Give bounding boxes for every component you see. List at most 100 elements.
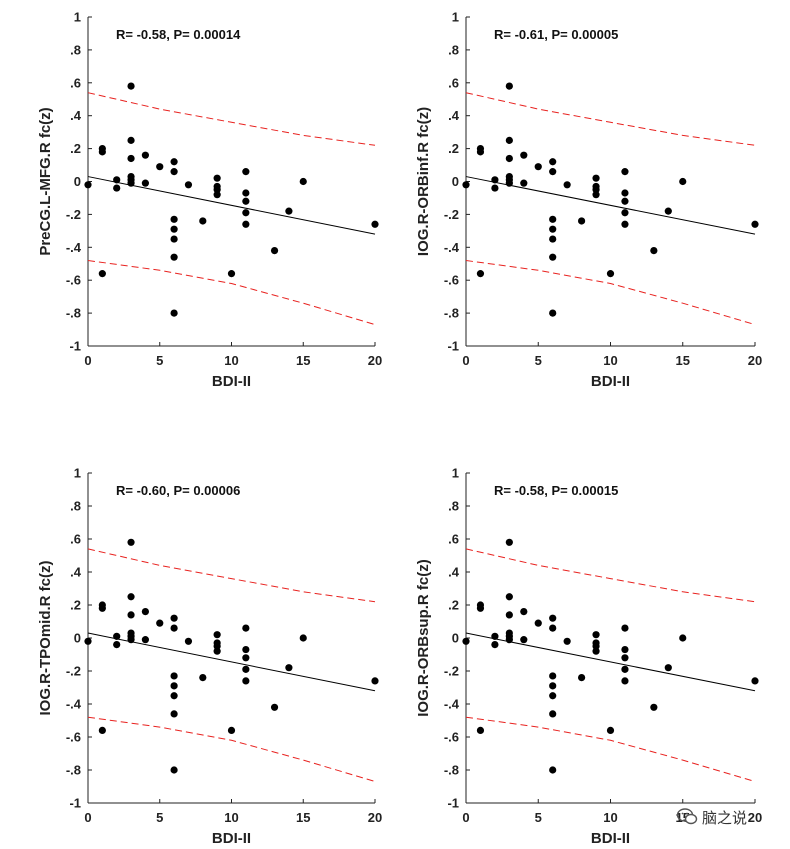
y-tick-label: .4 (448, 565, 460, 580)
data-point (213, 191, 221, 199)
x-tick-label: 5 (535, 353, 542, 368)
data-point (113, 641, 121, 649)
data-point (592, 647, 600, 655)
x-tick-label: 15 (296, 810, 310, 825)
y-tick-label: .6 (70, 532, 81, 547)
data-point (534, 619, 542, 627)
data-point (621, 654, 629, 662)
data-point (563, 637, 571, 645)
data-point (98, 270, 106, 278)
y-tick-label: .2 (70, 141, 81, 156)
panel-1: 0 5 10 15 20 -1 -.8 -.6 -.4 -.2 0 .2 .4 .6 .8 1 BDI-II Pr… (37, 10, 382, 391)
data-point (242, 220, 250, 228)
data-point (242, 624, 250, 632)
ci-upper-line (465, 548, 756, 603)
x-tick-label: 10 (603, 810, 617, 825)
correlation-annotation: R= -0.61, P= 0.00005 (494, 27, 618, 42)
x-tick-label: 0 (462, 353, 469, 368)
ci-upper-line (87, 92, 376, 146)
data-point (563, 181, 571, 189)
data-point (520, 636, 528, 644)
y-tick-label: -.2 (66, 664, 81, 679)
y-tick-label: -.8 (66, 763, 81, 778)
data-point (242, 168, 250, 176)
regression-line (465, 632, 756, 692)
y-tick-label: .4 (70, 565, 82, 580)
data-point (184, 181, 193, 189)
x-tick-label: 10 (224, 353, 238, 368)
x-tick-label: 5 (535, 810, 542, 825)
regression-line (87, 176, 376, 235)
data-point (242, 197, 250, 205)
panel-3: 0 5 10 15 20 -1 -.8 -.6 -.4 -.2 0 .2 .4 .6 .8 1 BDI-II IO… (37, 466, 382, 848)
data-point (491, 176, 499, 184)
watermark-text: 脑之说 (702, 808, 748, 827)
ci-lower-line (465, 716, 756, 782)
ci-lower-line (87, 716, 376, 782)
data-point (213, 647, 221, 655)
data-point (592, 174, 600, 182)
data-point (156, 619, 164, 627)
data-point (242, 677, 250, 685)
x-tick-label: 20 (368, 353, 382, 368)
y-axis-label: PreCG.L-MFG.R fc(z) (37, 107, 54, 255)
data-point (299, 177, 307, 186)
data-point (505, 82, 513, 90)
y-tick-label: .6 (448, 75, 459, 90)
data-point (578, 217, 586, 225)
data-point (592, 186, 600, 194)
data-point (127, 593, 135, 601)
data-point (199, 217, 207, 225)
data-point (505, 593, 513, 601)
data-point (213, 186, 221, 194)
panel-2: 0 5 10 15 20 -1 -.8 -.6 -.4 -.2 0 .2 .4 .6 .8 1 BDI-II IO… (415, 10, 762, 391)
data-point (606, 270, 615, 278)
data-point (371, 220, 379, 228)
data-point (549, 614, 557, 622)
data-point (127, 154, 135, 163)
data-point (549, 158, 557, 166)
y-tick-label: -.4 (66, 240, 82, 255)
data-point (156, 163, 164, 171)
data-point (213, 642, 221, 650)
y-tick-label: .8 (448, 499, 459, 514)
data-point (84, 181, 92, 189)
data-point (505, 136, 513, 144)
data-point (242, 665, 250, 673)
y-tick-label: -.4 (444, 240, 460, 255)
data-point (141, 179, 149, 187)
data-point (98, 726, 106, 735)
data-point (170, 766, 178, 774)
data-point (285, 664, 293, 672)
y-tick-label: .2 (448, 598, 459, 613)
y-tick-label: -.2 (444, 664, 459, 679)
data-point (621, 189, 629, 197)
data-point (505, 636, 513, 644)
data-point (141, 151, 149, 159)
data-point (549, 710, 557, 718)
data-point (170, 682, 178, 690)
data-point (664, 207, 672, 215)
x-axis-label: BDI-II (591, 373, 630, 390)
data-point (549, 215, 557, 223)
data-point (299, 634, 307, 642)
data-point (505, 611, 513, 619)
data-point (549, 766, 557, 774)
x-axis-label: BDI-II (212, 830, 251, 847)
x-tick-label: 15 (296, 353, 310, 368)
data-point (170, 215, 178, 223)
x-tick-label: 10 (224, 810, 238, 825)
data-point (98, 148, 106, 156)
data-point (592, 191, 600, 199)
data-point (270, 246, 279, 255)
data-point (371, 677, 379, 685)
y-tick-label: -1 (69, 796, 81, 811)
panel-4: 0 5 10 15 20-1-.8-.6-.4-.20.2.4.6.81BDI-IIIO… (415, 466, 762, 848)
data-point (84, 637, 92, 645)
data-point (127, 179, 135, 187)
x-tick-label: 0 (84, 810, 91, 825)
y-tick-label: 0 (452, 174, 459, 189)
data-point (170, 614, 178, 622)
y-tick-label: -1 (447, 339, 459, 354)
